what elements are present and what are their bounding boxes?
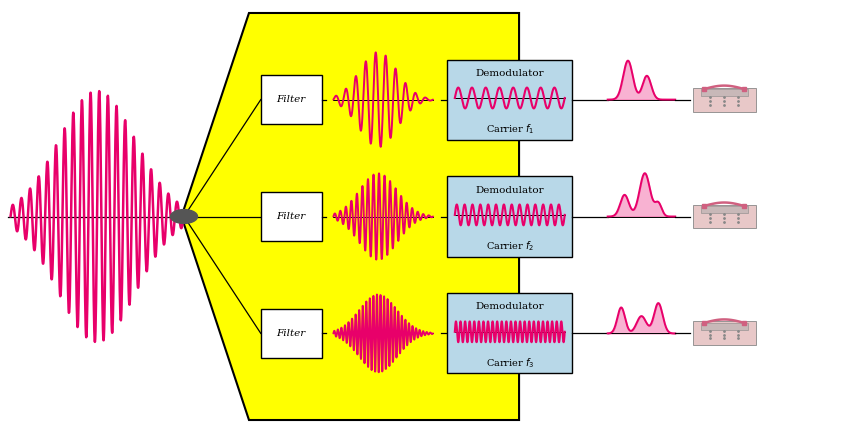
- Bar: [693, 321, 755, 346]
- Bar: [261, 74, 322, 125]
- Text: Demodulator: Demodulator: [475, 186, 544, 194]
- Bar: [447, 59, 572, 139]
- Text: Filter: Filter: [277, 329, 306, 338]
- Text: Demodulator: Demodulator: [475, 69, 544, 78]
- Bar: [701, 323, 748, 330]
- Text: Demodulator: Demodulator: [475, 303, 544, 311]
- Bar: [261, 191, 322, 242]
- Bar: [701, 89, 748, 96]
- Polygon shape: [181, 13, 519, 420]
- Bar: [693, 87, 755, 112]
- Bar: [693, 204, 755, 229]
- Bar: [447, 177, 572, 256]
- Circle shape: [170, 210, 197, 223]
- Bar: [447, 294, 572, 373]
- Text: Filter: Filter: [277, 212, 306, 221]
- Bar: [701, 206, 748, 213]
- Text: Filter: Filter: [277, 95, 306, 104]
- Text: Carrier $f_3$: Carrier $f_3$: [485, 356, 534, 370]
- Bar: [261, 308, 322, 359]
- Text: Carrier $f_1$: Carrier $f_1$: [485, 123, 534, 136]
- Text: Carrier $f_2$: Carrier $f_2$: [485, 239, 534, 253]
